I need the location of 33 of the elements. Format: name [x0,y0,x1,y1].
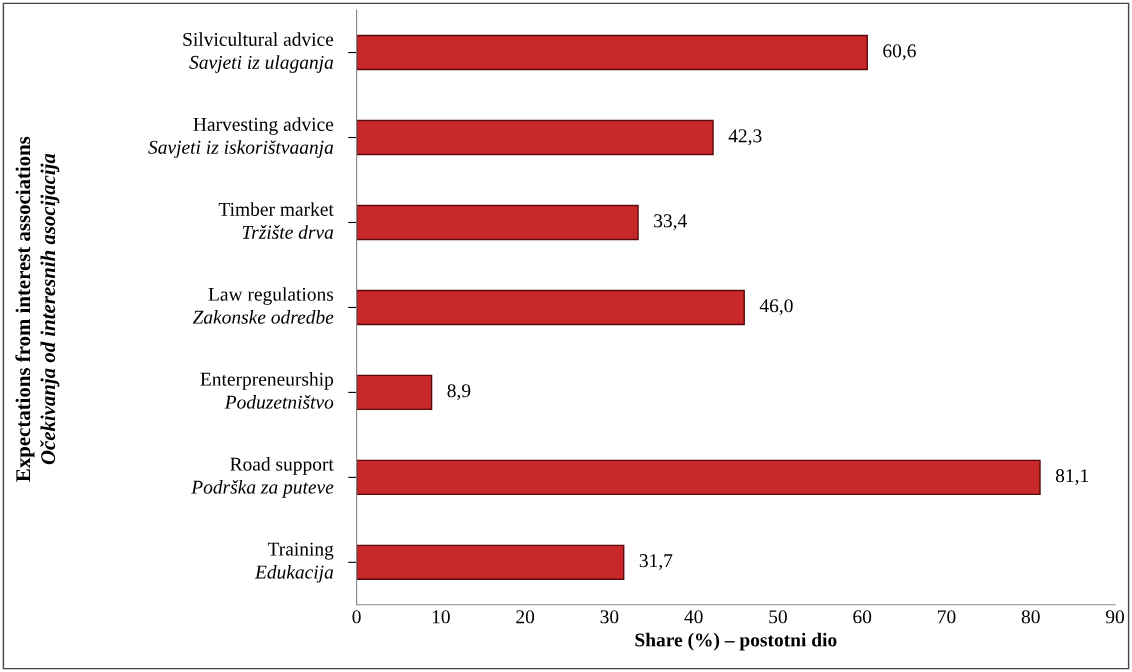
y-tick-label: Harvesting advice Savjeti iz iskorištvaanja [148,117,334,158]
data-label: 81,1 [1055,469,1089,486]
x-tick-label: 0 [352,610,361,624]
y-tick-label: Silvicultural advice Savjeti iz ulaganja [183,32,334,73]
y-tick-label: Law regulations Zakonske odredbe [192,287,334,324]
data-label: 33,4 [654,214,687,231]
x-tick-label: 30 [600,610,619,624]
data-label: 31,7 [639,554,673,570]
data-label: 8,9 [447,384,471,401]
bar [356,119,714,156]
data-label: 46,0 [759,299,793,316]
bar [356,204,639,241]
x-tick-label: 10 [432,610,450,624]
x-tick-label: 80 [1021,610,1040,624]
bar [356,544,625,581]
y-axis-title: Expectations from interest associations Očekivanja od interesnih asocijacija [15,136,60,482]
x-tick-label: 70 [938,610,956,624]
bar [356,374,433,411]
y-tick-label: Training Edukacija [254,542,334,583]
x-tick-label: 50 [769,610,787,624]
x-axis-title: Share (%) – postotni dio [635,632,837,651]
x-tick-label: 60 [853,610,872,624]
bar [356,34,868,71]
data-label: 60,6 [883,44,916,61]
y-tick-label: Timber market Tržište drva [218,202,334,239]
bar [356,459,1041,496]
x-tick-label: 20 [516,610,535,624]
data-label: 42,3 [728,129,762,146]
x-tick-label: 90 [1105,610,1124,624]
x-tick-label: 40 [684,610,703,624]
y-tick-label: Road support Podrška za puteve [191,457,334,498]
bar [356,289,745,326]
y-tick-label: Enterpreneurship Poduzetništvo [200,372,334,409]
